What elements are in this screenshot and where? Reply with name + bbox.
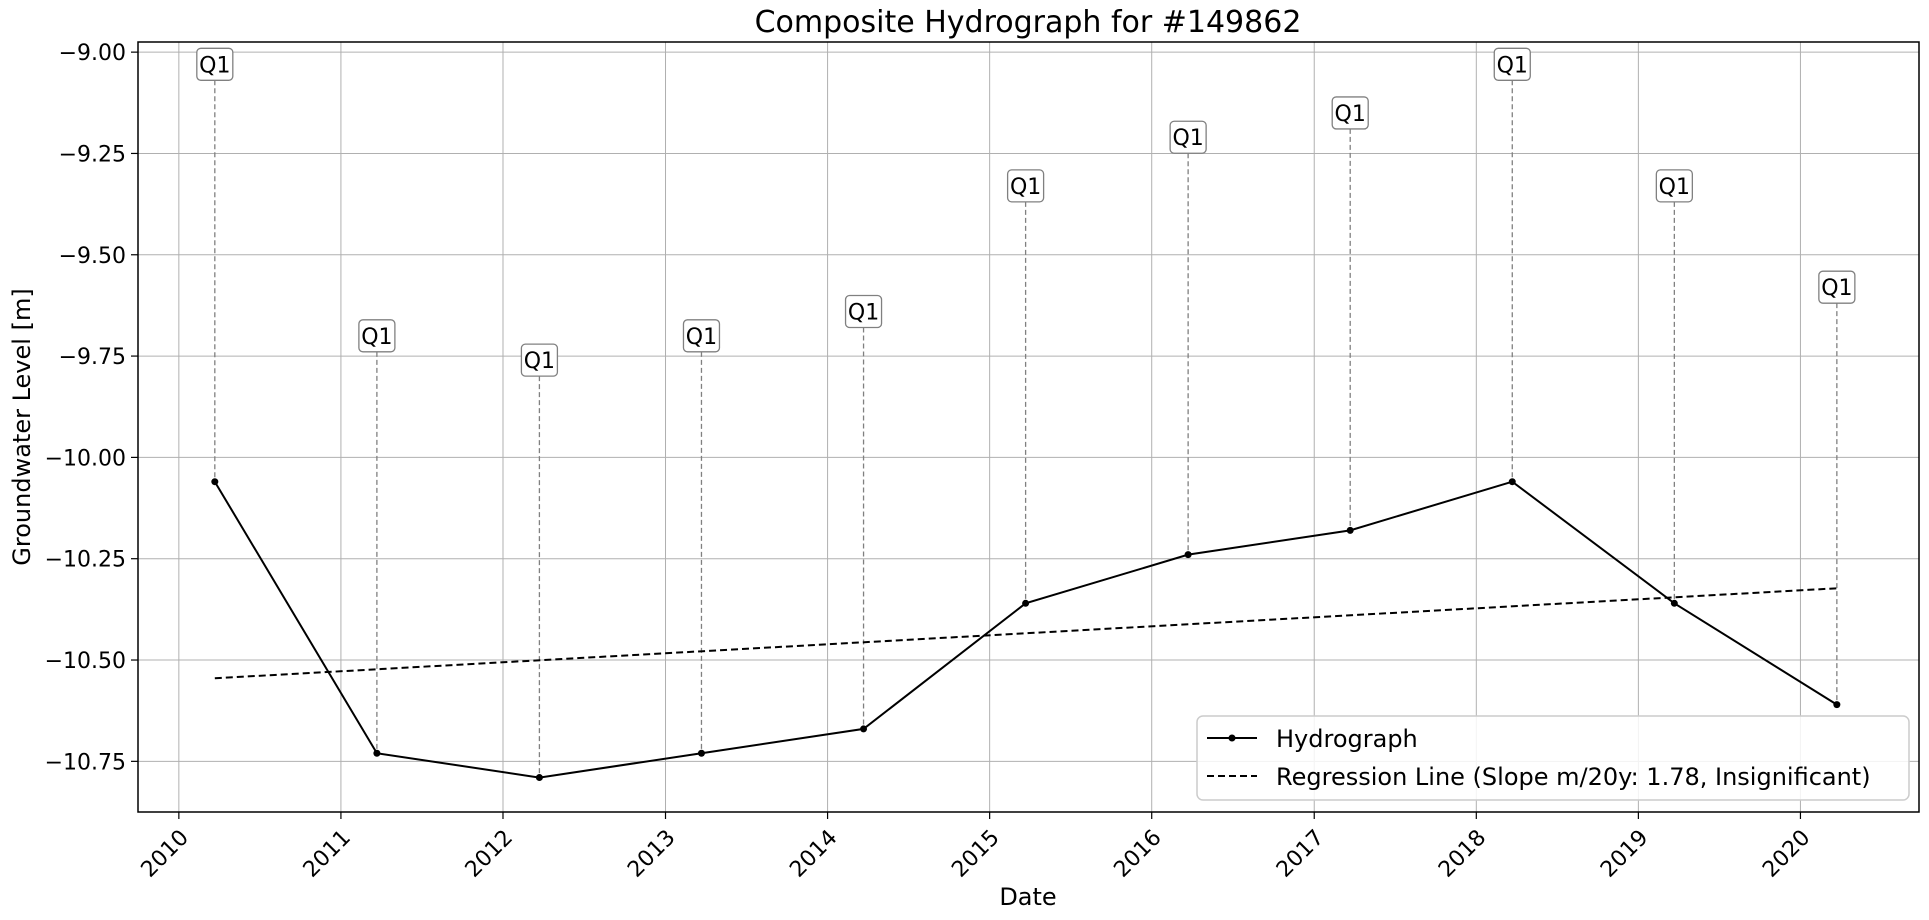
annotation-label: Q1: [686, 325, 717, 350]
y-tick-label: −10.50: [45, 649, 126, 674]
annotations: Q1 Q1 Q1 Q1 Q1 Q1 Q1 Q1 Q1 Q1 Q1: [196, 47, 1856, 778]
annotation-box: [1493, 47, 1531, 81]
x-tick-label: 2020: [1758, 825, 1815, 882]
legend-marker-hydrograph: [1228, 734, 1236, 742]
x-tick-label: 2012: [461, 825, 518, 882]
y-axis: −9.00 −9.25 −9.50 −9.75 −10.00 −10.25 −10.50 −1…: [45, 41, 138, 775]
annotation-box: [520, 343, 559, 377]
x-tick-label: 2015: [947, 825, 1004, 882]
y-tick-label: −10.00: [45, 446, 126, 471]
legend-box: [1196, 715, 1910, 801]
annotation-label: Q1: [1821, 276, 1852, 301]
y-tick-label: −9.50: [59, 244, 126, 269]
annotation-label: Q1: [1497, 53, 1528, 78]
y-tick-label: −9.00: [59, 41, 126, 66]
hydrograph-point: [535, 774, 543, 782]
hydrograph-point: [1346, 526, 1354, 534]
x-tick-label: 2014: [785, 825, 842, 882]
plot-frame: [137, 41, 1920, 813]
annotation-label: Q1: [199, 53, 230, 78]
x-tick-label: 2018: [1434, 825, 1491, 882]
x-axis: 2010 2011 2012 2013 2014 2015 2016 2017 2018 2019…: [137, 812, 1815, 883]
annotation-box: [1006, 169, 1045, 203]
chart-title: Composite Hydrograph for #149862: [755, 5, 1302, 40]
x-tick-label: 2016: [1109, 825, 1166, 882]
hydrograph-point: [860, 725, 868, 733]
grid: [138, 42, 1919, 812]
hydrograph-point: [1508, 478, 1516, 486]
annotation-box: [196, 47, 234, 81]
regression-line: [214, 587, 1837, 680]
annotation-label: Q1: [1335, 102, 1366, 127]
annotation-box: [1655, 169, 1693, 203]
y-tick-label: −10.25: [45, 548, 126, 573]
annotation-label: Q1: [361, 325, 392, 350]
y-axis-label: Groundwater Level [m]: [8, 288, 36, 565]
legend-label-hydrograph: Hydrograph: [1276, 725, 1418, 753]
y-tick-label: −9.75: [59, 345, 126, 370]
annotation-label: Q1: [1659, 175, 1690, 200]
x-tick-label: 2010: [137, 825, 194, 882]
legend: Hydrograph Regression Line (Slope m/20y:…: [1196, 715, 1910, 801]
annotation-label: Q1: [1172, 126, 1203, 151]
annotation-box: [844, 294, 883, 329]
y-tick-label: −9.25: [59, 142, 126, 167]
x-tick-label: 2019: [1596, 825, 1653, 882]
annotation-box: [358, 319, 396, 353]
y-tick-label: −10.75: [45, 750, 126, 775]
hydrograph-point: [1022, 599, 1030, 607]
annotation-box: [1818, 270, 1856, 304]
legend-label-regression: Regression Line (Slope m/20y: 1.78, Insi…: [1276, 763, 1871, 791]
annotation-label: Q1: [524, 349, 555, 374]
annotation-box: [682, 319, 721, 353]
hydrograph-point: [1833, 701, 1841, 709]
x-tick-label: 2013: [623, 825, 680, 882]
annotation-label: Q1: [1010, 175, 1041, 200]
hydrograph-point: [373, 749, 381, 757]
hydrograph-point: [1184, 551, 1192, 559]
hydrograph-point: [1670, 599, 1678, 607]
x-axis-label: Date: [999, 883, 1056, 911]
annotation-label: Q1: [848, 301, 879, 326]
annotation-box: [1331, 96, 1369, 130]
hydrograph-point: [211, 478, 219, 486]
annotation-box: [1169, 120, 1207, 154]
x-tick-label: 2011: [299, 825, 356, 882]
hydrograph-point: [697, 749, 705, 757]
series-layer: [211, 478, 1841, 782]
x-tick-label: 2017: [1272, 825, 1329, 882]
